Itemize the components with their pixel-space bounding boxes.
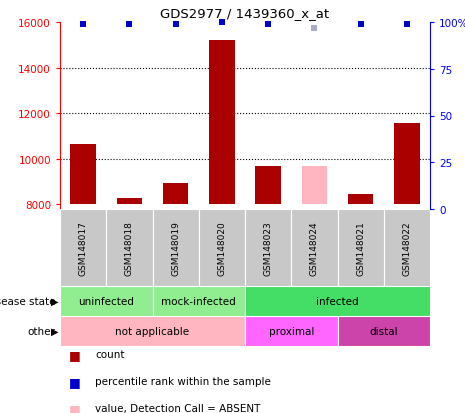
Bar — [302, 166, 327, 205]
Bar — [199, 209, 245, 286]
Bar — [338, 209, 384, 286]
Text: GSM148022: GSM148022 — [402, 221, 412, 275]
Text: mock-infected: mock-infected — [161, 296, 236, 306]
Text: GSM148018: GSM148018 — [125, 221, 134, 275]
Text: ■: ■ — [69, 375, 81, 388]
Bar — [153, 286, 245, 316]
Text: GSM148017: GSM148017 — [79, 221, 87, 275]
Text: GSM148020: GSM148020 — [217, 221, 226, 275]
Text: value, Detection Call = ABSENT: value, Detection Call = ABSENT — [95, 403, 260, 413]
Text: infected: infected — [316, 296, 359, 306]
Bar — [117, 198, 142, 205]
Text: GSM148023: GSM148023 — [264, 221, 272, 275]
Bar — [60, 209, 106, 286]
Bar — [348, 195, 373, 205]
Text: uninfected: uninfected — [78, 296, 134, 306]
Text: GSM148021: GSM148021 — [356, 221, 365, 275]
Text: percentile rank within the sample: percentile rank within the sample — [95, 376, 271, 386]
Bar — [384, 209, 430, 286]
Bar — [60, 316, 245, 346]
Text: GSM148019: GSM148019 — [171, 221, 180, 275]
Text: count: count — [95, 349, 124, 359]
Bar — [245, 286, 430, 316]
Text: distal: distal — [369, 326, 398, 336]
Text: proximal: proximal — [269, 326, 314, 336]
Bar — [245, 209, 291, 286]
Bar — [70, 145, 96, 205]
Bar — [153, 209, 199, 286]
Text: ▶: ▶ — [51, 326, 59, 336]
Text: ▶: ▶ — [51, 296, 59, 306]
Bar — [163, 183, 188, 205]
Bar — [394, 124, 419, 205]
Bar — [245, 316, 338, 346]
Text: GSM148024: GSM148024 — [310, 221, 319, 275]
Title: GDS2977 / 1439360_x_at: GDS2977 / 1439360_x_at — [160, 7, 330, 20]
Text: not applicable: not applicable — [115, 326, 190, 336]
Bar — [338, 316, 430, 346]
Text: ■: ■ — [69, 401, 81, 413]
Bar — [255, 166, 281, 205]
Bar — [60, 286, 153, 316]
Text: ■: ■ — [69, 348, 81, 361]
Bar — [209, 41, 235, 205]
Text: other: other — [27, 326, 55, 336]
Bar — [291, 209, 338, 286]
Bar — [106, 209, 153, 286]
Text: disease state: disease state — [0, 296, 55, 306]
